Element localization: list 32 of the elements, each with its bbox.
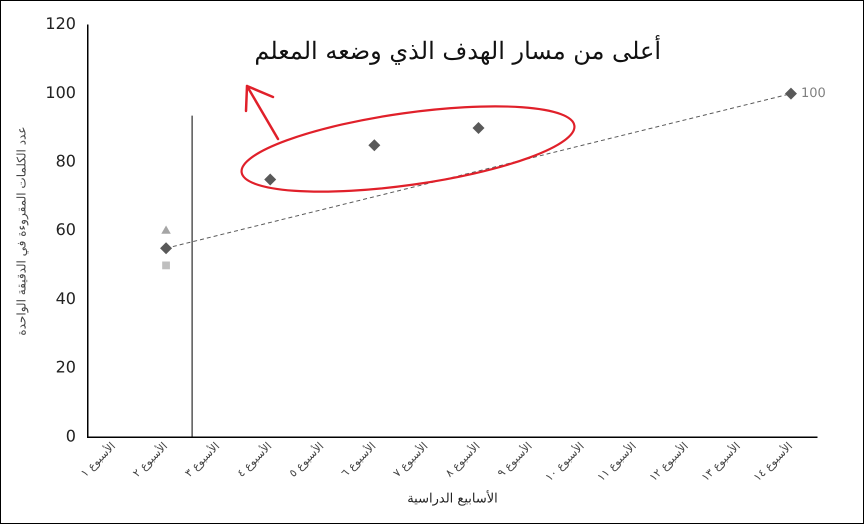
y-tick-label: 80 <box>56 152 76 171</box>
x-tick-label: الأسبوع ٥ <box>286 439 326 480</box>
x-tick-label: الأسبوع ٨ <box>442 439 483 480</box>
point <box>368 139 380 152</box>
point <box>162 262 170 270</box>
y-tick-label: 120 <box>45 14 76 34</box>
x-axis-title: الأسابيع الدراسية <box>407 490 498 507</box>
point <box>160 242 172 254</box>
point <box>784 88 797 100</box>
x-tick-label: الأسبوع ٣ <box>182 439 222 480</box>
point <box>161 226 171 234</box>
x-tick-label: الأسبوع ٩ <box>494 439 535 480</box>
y-tick-label: 100 <box>45 82 76 102</box>
x-tick-label: الأسبوع ١ <box>77 439 118 480</box>
point <box>472 122 485 134</box>
x-tick-label: الأسبوع ١٤ <box>750 439 796 484</box>
y-tick-label: 60 <box>56 220 76 240</box>
data-label: 100 <box>800 86 826 102</box>
y-tick-label: 0 <box>66 426 76 446</box>
y-tick-label: 40 <box>56 288 76 308</box>
y-tick-label: 20 <box>56 358 76 377</box>
x-tick-label: الأسبوع ١١ <box>594 439 639 484</box>
point <box>264 174 276 186</box>
x-tick-label: الأسبوع ٧ <box>390 439 431 480</box>
x-tick-label: الأسبوع ٦ <box>338 439 378 480</box>
x-tick-label: الأسبوع ١٠ <box>542 439 587 484</box>
annotation: أعلى من مسار الهدف الذي وضعه المعلم <box>253 37 661 65</box>
x-tick-label: الأسبوع ١٣ <box>698 439 744 484</box>
y-axis-title: عدد الكلمات المقروءة في الدقيقة الواحدة <box>14 126 28 336</box>
x-tick-label: الأسبوع ٤ <box>234 439 274 480</box>
x-tick-label: الأسبوع ١٢ <box>646 439 691 484</box>
x-tick-label: الأسبوع ٢ <box>130 439 170 480</box>
